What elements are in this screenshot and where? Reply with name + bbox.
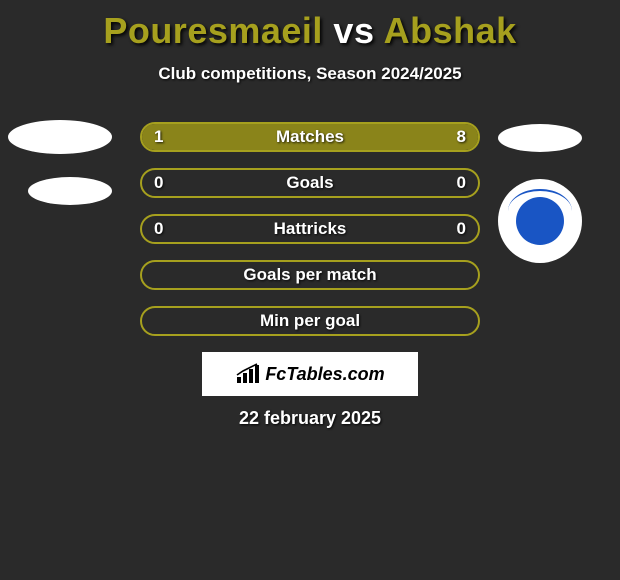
stat-label: Goals per match	[243, 265, 376, 285]
stat-bar: 0 0 Hattricks	[140, 214, 480, 244]
player-right-name: Abshak	[384, 10, 517, 51]
stat-value-right: 0	[457, 173, 466, 193]
stat-label: Min per goal	[260, 311, 360, 331]
stat-value-left: 1	[154, 127, 163, 147]
team-right-badge	[498, 179, 582, 263]
stat-label: Hattricks	[274, 219, 347, 239]
stat-value-right: 8	[457, 127, 466, 147]
stat-bar: Min per goal	[140, 306, 480, 336]
stat-value-left: 0	[154, 173, 163, 193]
badge-core	[516, 197, 564, 245]
player-right-avatar	[498, 124, 582, 152]
source-logo-text: FcTables.com	[265, 364, 384, 385]
page-title: Pouresmaeil vs Abshak	[0, 0, 620, 52]
team-right-badge-inner	[504, 185, 576, 257]
stat-value-left: 0	[154, 219, 163, 239]
stat-bar: 0 0 Goals	[140, 168, 480, 198]
stat-bar: 1 8 Matches	[140, 122, 480, 152]
player-left-name: Pouresmaeil	[103, 10, 323, 51]
stat-label: Matches	[276, 127, 344, 147]
title-vs: vs	[323, 10, 384, 51]
stat-value-right: 0	[457, 219, 466, 239]
source-logo: FcTables.com	[202, 352, 418, 396]
chart-icon	[235, 363, 261, 385]
comparison-card: Pouresmaeil vs Abshak Club competitions,…	[0, 0, 620, 580]
stat-label: Goals	[286, 173, 333, 193]
player-left-avatar	[8, 120, 112, 154]
team-left-badge	[28, 177, 112, 205]
comparison-date: 22 february 2025	[0, 408, 620, 429]
subtitle: Club competitions, Season 2024/2025	[0, 64, 620, 84]
stat-bar: Goals per match	[140, 260, 480, 290]
stats-panel: 1 8 Matches 0 0 Goals 0 0 Hattricks Goals per mat…	[140, 122, 480, 352]
